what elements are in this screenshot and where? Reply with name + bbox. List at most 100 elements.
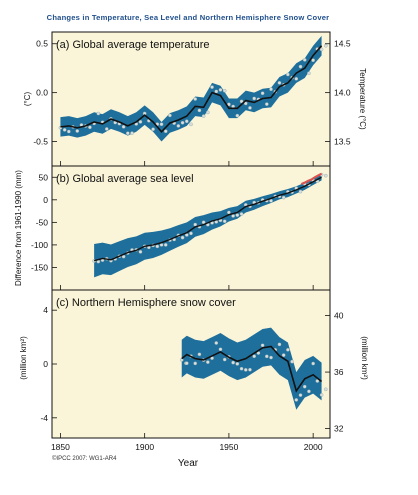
left-tick-label: 50 xyxy=(39,172,49,182)
temperature-point xyxy=(96,111,101,116)
temperature-point xyxy=(193,97,198,101)
panel-a-title: (a) Global average temperature xyxy=(56,39,209,51)
temperature-point xyxy=(151,127,155,132)
snow-cover-point xyxy=(218,347,223,352)
temperature-point xyxy=(159,122,164,127)
panel-c-ylabel-right: (million km²) xyxy=(360,336,369,380)
panel-c-uncertainty-band xyxy=(181,327,322,410)
snow-cover-point xyxy=(260,343,265,348)
snow-cover-point xyxy=(197,352,202,357)
snow-cover-point xyxy=(277,342,282,347)
temperature-point xyxy=(307,71,311,76)
x-axis-ticks: 1850 1900 1950 2000 xyxy=(51,161,323,452)
snow-cover-point xyxy=(319,393,324,397)
sea-level-point xyxy=(163,243,168,247)
sea-level-point xyxy=(159,243,164,247)
sea-level-point xyxy=(235,213,240,217)
panel-a-ylabel-left: (°C) xyxy=(23,92,32,107)
temperature-point xyxy=(294,77,299,81)
snow-cover-point xyxy=(298,393,303,397)
temperature-point xyxy=(214,89,219,94)
temperature-point xyxy=(260,91,265,96)
temperature-point xyxy=(277,81,282,85)
x-tick-label: 1900 xyxy=(135,442,154,452)
temperature-point xyxy=(168,113,172,118)
temperature-point xyxy=(302,58,307,62)
sea-level-point xyxy=(269,198,273,203)
panel-c-left-ticks: 4 0 -4 xyxy=(40,305,57,423)
temperature-point xyxy=(197,108,202,113)
temperature-point xyxy=(286,72,290,77)
panel-c-ylabel-left: (million km²) xyxy=(19,336,28,380)
snow-cover-point xyxy=(290,359,294,364)
temperature-point xyxy=(235,113,240,118)
right-tick-label: 40 xyxy=(334,311,344,321)
left-tick-label: 0 xyxy=(43,195,48,205)
temperature-point xyxy=(126,131,130,136)
panel-c-title: (c) Northern Hemisphere snow cover xyxy=(56,297,236,309)
temperature-point xyxy=(62,128,67,132)
sea-level-point xyxy=(231,214,235,218)
ipcc-credit: ©IPCC 2007: WG1-AR4 xyxy=(52,455,117,462)
snow-cover-point xyxy=(286,347,290,352)
figure-title: Changes in Temperature, Sea Level and No… xyxy=(47,13,330,22)
snow-cover-point xyxy=(239,366,244,371)
temperature-point xyxy=(201,114,206,118)
temperature-point xyxy=(319,47,324,52)
panel-c: (c) Northern Hemisphere snow cover (mill… xyxy=(19,289,369,439)
snow-cover-point xyxy=(307,389,311,394)
snow-cover-point xyxy=(206,360,210,364)
temperature-point xyxy=(176,124,181,128)
snow-cover-point xyxy=(302,384,307,389)
temperature-point xyxy=(75,129,80,133)
temperature-point xyxy=(104,127,109,131)
snow-cover-point xyxy=(323,387,328,392)
panel-a-annual-points xyxy=(58,43,328,136)
left-tick-label: -4 xyxy=(40,413,48,423)
snow-cover-point xyxy=(243,368,248,372)
sea-level-point xyxy=(180,235,185,240)
panel-b-title: (b) Global average sea level xyxy=(56,173,194,185)
temperature-point xyxy=(130,131,134,135)
snow-cover-band xyxy=(181,327,322,410)
snow-cover-point xyxy=(184,361,189,366)
snow-cover-point xyxy=(193,361,198,366)
snow-cover-point xyxy=(231,360,235,365)
temperature-point xyxy=(138,120,143,124)
snow-cover-point xyxy=(269,355,273,360)
satellite-line xyxy=(300,172,323,186)
panel-b-smoothed-line xyxy=(93,176,322,262)
temperature-point xyxy=(189,122,193,127)
snow-cover-line xyxy=(181,345,323,393)
panel-b-left-ticks: 50 0 -50 -100 -150 xyxy=(31,172,57,272)
panel-b-ylabel-left: Difference from 1961-1990 (mm) xyxy=(14,170,23,286)
x-tick-label: 1950 xyxy=(219,442,238,452)
right-tick-label: 36 xyxy=(334,367,344,377)
sea-level-point xyxy=(323,173,328,178)
sea-level-point xyxy=(222,219,227,224)
right-tick-label: 14.5 xyxy=(334,39,351,49)
panel-a-right-ticks: 14.5 14.0 13.5 xyxy=(325,39,351,147)
panel-a: (a) Global average temperature (°C) Temp… xyxy=(23,31,367,167)
x-tick-label: 1850 xyxy=(51,442,70,452)
left-tick-label: 4 xyxy=(43,305,48,315)
snow-cover-point xyxy=(252,354,256,359)
panel-b-satellite-series xyxy=(300,172,323,186)
sea-level-point xyxy=(138,250,143,254)
sea-level-point xyxy=(298,189,303,194)
sea-level-point xyxy=(189,231,193,236)
panel-b: (b) Global average sea level Difference … xyxy=(14,165,331,291)
panel-a-left-ticks: 0.5 0.0 -0.5 xyxy=(33,39,57,147)
x-tick-label: 2000 xyxy=(304,442,323,452)
temperature-point xyxy=(206,110,210,115)
sea-level-line xyxy=(93,176,322,262)
temperature-point xyxy=(243,101,248,106)
temperature-point xyxy=(269,87,273,92)
snow-cover-point xyxy=(315,379,320,383)
panel-c-smoothed-line xyxy=(181,345,323,393)
temperature-point xyxy=(265,102,269,106)
sea-level-point xyxy=(281,195,286,200)
sea-level-point xyxy=(227,210,231,215)
right-tick-label: 32 xyxy=(334,424,344,434)
